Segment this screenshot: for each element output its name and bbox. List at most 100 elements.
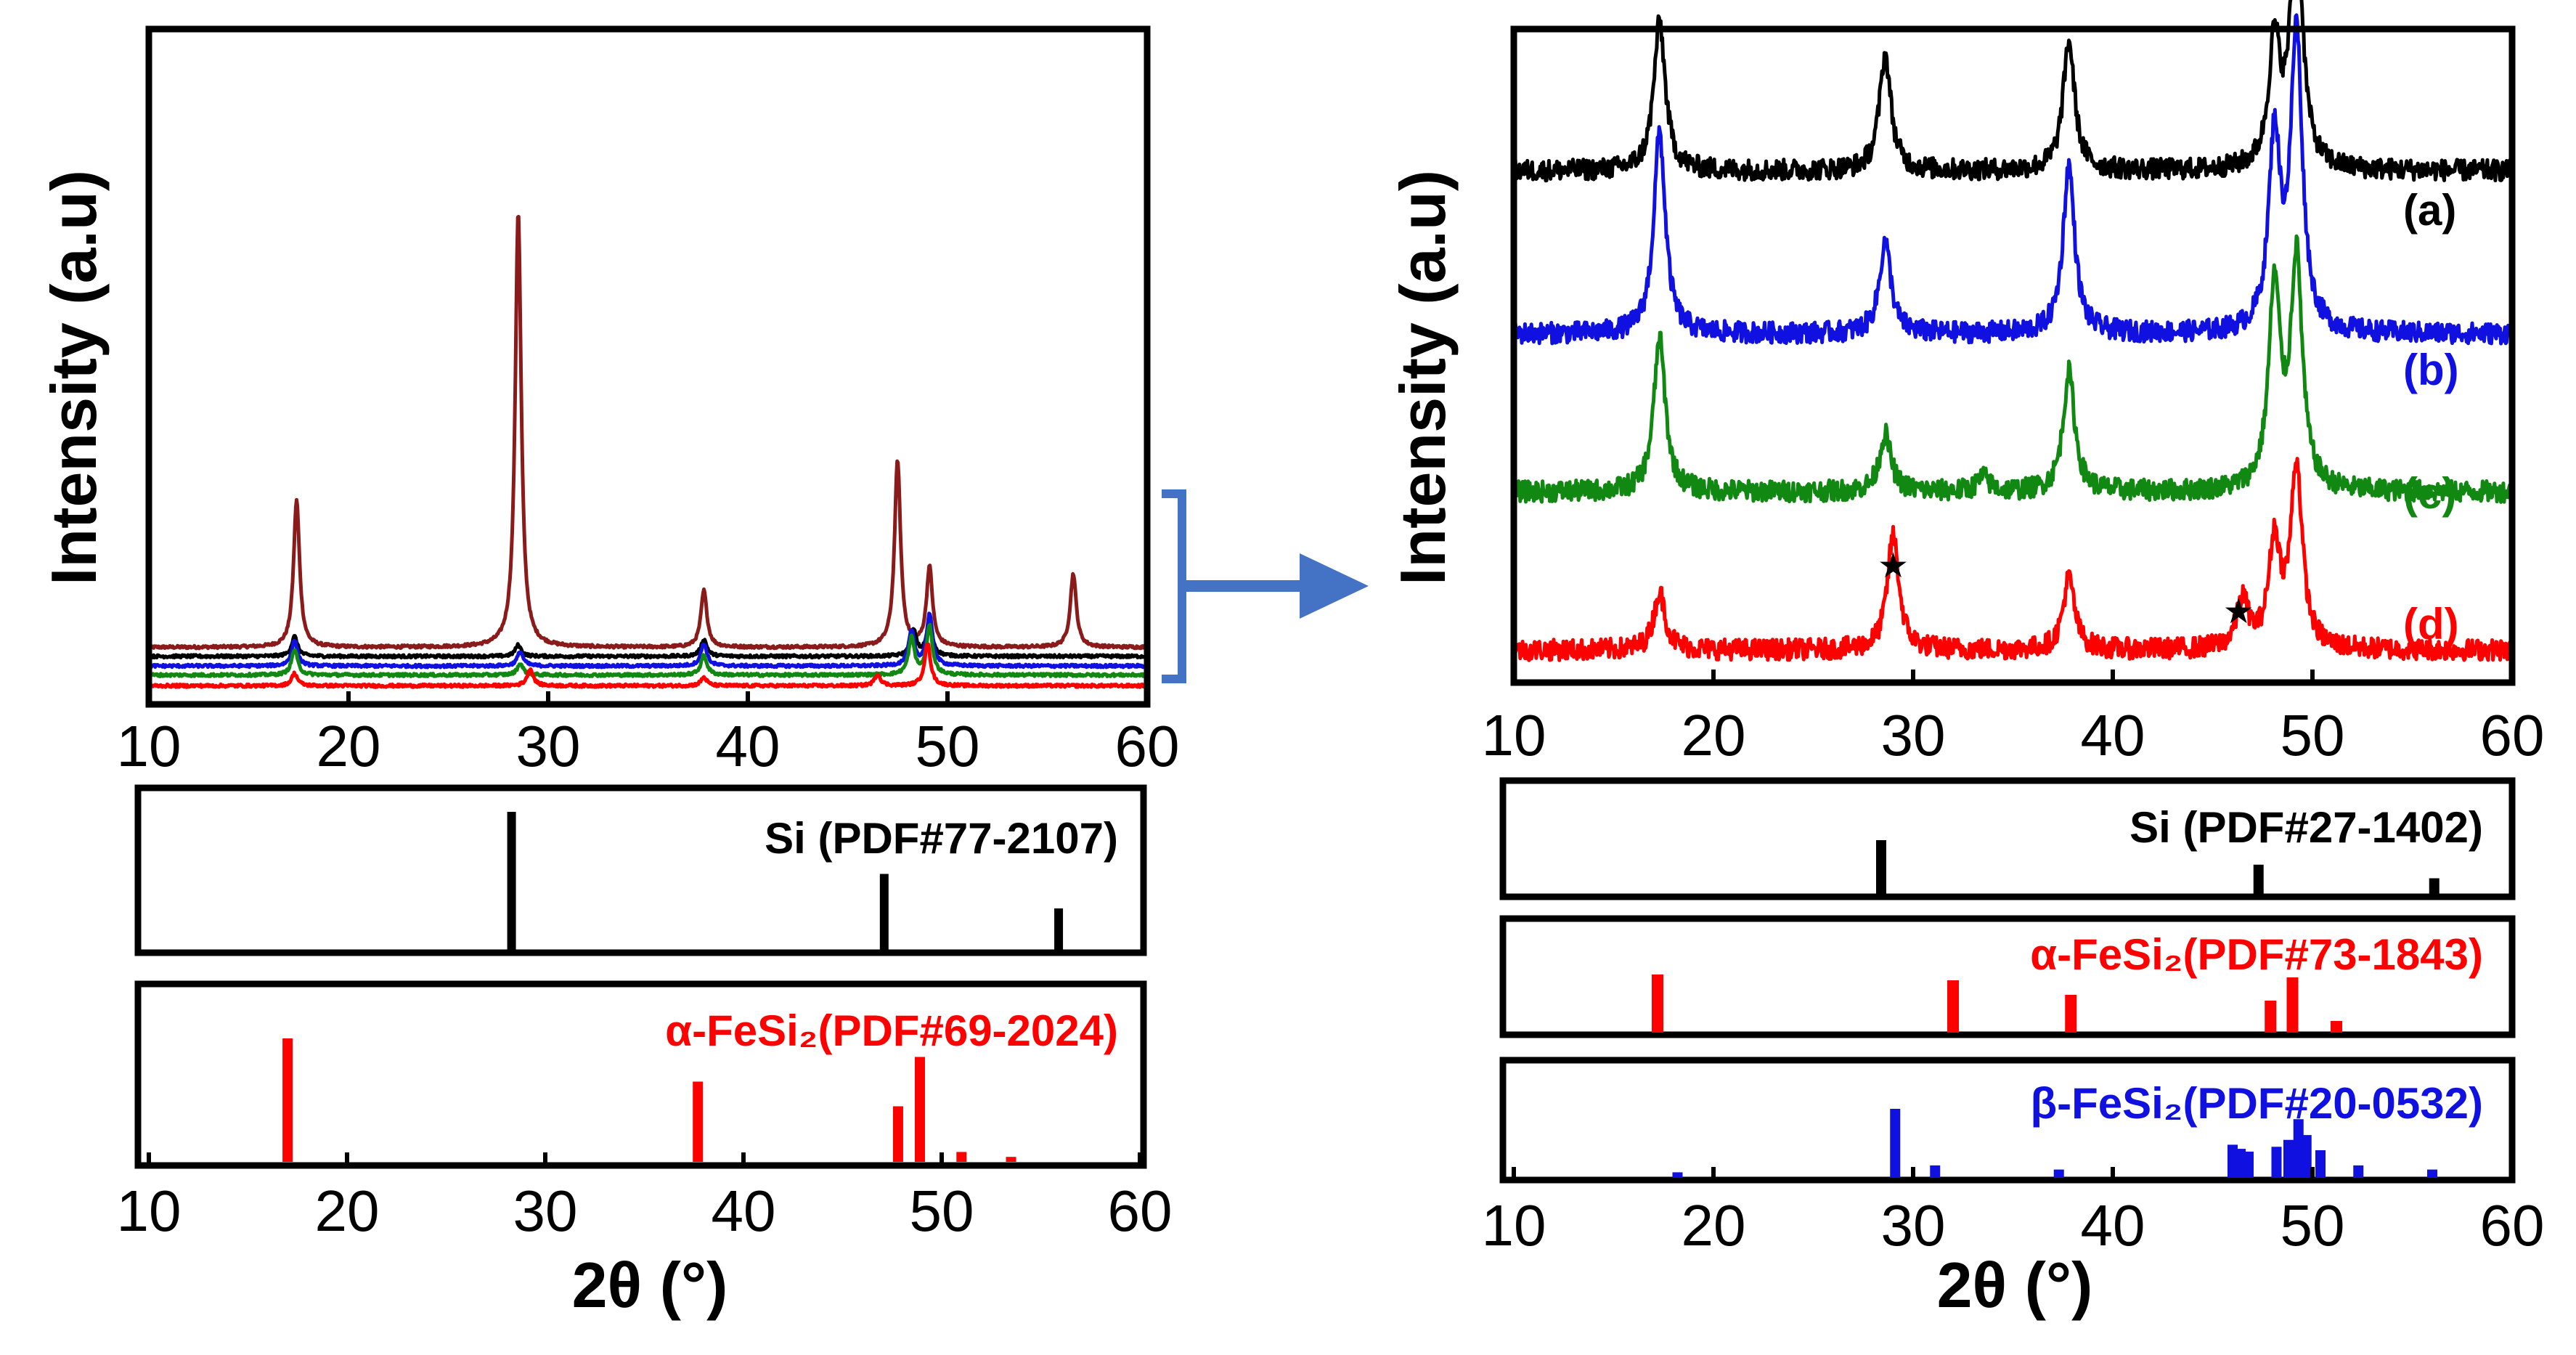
right-series-labels: (a) (b) (c) (d) [2403,186,2459,648]
reference-peak-bar [2331,1021,2342,1033]
xrd-series-line-4 [1512,457,2514,662]
reference-peak-bar [2053,1169,2064,1178]
xrd-series-line-4 [147,622,1149,678]
left-xrd-curves [147,214,1149,689]
right-si-reference-bars [1876,840,2440,895]
x-tick-label: 50 [916,714,980,778]
right-alpha-fesi2-reference-frame [1499,915,2516,1038]
x-tick-label: 40 [712,1179,776,1243]
left-si-reference-bars [507,812,1064,950]
x-tick-label: 20 [1682,1193,1746,1258]
reference-peak-bar [1930,1165,1941,1178]
x-tick-label: 10 [1482,1193,1546,1258]
star-annotation: ★ [2223,593,2254,631]
x-tick-label: 20 [1682,703,1746,768]
reference-peak-bar [1054,908,1064,950]
reference-peak-bar [914,1057,925,1162]
left-x-axis-title: 2θ (°) [572,1249,728,1321]
left-fesi2-reference-label: α-FeSi₂(PDF#69-2024) [665,1006,1118,1055]
series-label: (c) [2403,469,2456,518]
reference-peak-bar [693,1081,704,1162]
series-label: (d) [2403,600,2459,648]
star-annotation: ★ [1878,547,1909,585]
left-bottom-x-ticks: 10 20 30 40 50 60 [117,1152,1172,1243]
reference-peak-bar [2286,977,2299,1033]
left-si-reference-frame [134,784,1147,956]
reference-peak-bar [2265,1001,2277,1033]
reference-peak-bar [2065,995,2077,1033]
left-y-axis-title: Intensity (a.u) [38,170,110,585]
left-plot-frame [145,25,1151,708]
x-tick-label: 60 [1115,714,1180,778]
right-xrd-panel: Intensity (a.u) (a)(b)(c)(d) ★★ 10 20 30 40… [1387,0,2544,768]
xrd-series-line-2 [147,619,1149,660]
reference-peak-bar [2293,1119,2304,1178]
x-tick-label: 40 [716,714,780,778]
right-top-x-ticks: 10 20 30 40 50 60 [1482,670,2545,768]
reference-peak-bar [2429,878,2440,895]
xrd-series-line-1 [1512,0,2514,183]
right-bottom-x-ticks: 10 20 30 40 50 60 [1482,1167,2545,1258]
reference-peak-bar [2271,1147,2282,1178]
x-tick-label: 60 [2480,703,2545,768]
connector-arrow-head [1300,553,1369,619]
series-label: (a) [2403,186,2456,235]
x-tick-label: 50 [2281,1193,2345,1258]
reference-peak-bar [956,1152,967,1162]
reference-peak-bar [2301,1135,2312,1178]
x-tick-label: 60 [2480,1193,2545,1258]
right-beta-fesi2-reference-label: β-FeSi₂(PDF#20-0532) [2031,1079,2484,1128]
right-y-axis-title: Intensity (a.u) [1387,170,1459,585]
reference-peak-bar [892,1106,903,1162]
xrd-series-line-3 [147,611,1149,670]
reference-peak-bar [879,874,889,950]
right-beta-fesi2-reference-panel: β-FeSi₂(PDF#20-0532) 10 20 30 40 50 60 2θ (°) [1482,1057,2545,1321]
right-beta-fesi2-reference-frame [1499,1057,2516,1184]
reference-peak-bar [1652,974,1663,1033]
x-tick-label: 30 [516,714,581,778]
reference-peak-bar [507,812,516,950]
right-xrd-curves [1512,0,2514,662]
reference-peak-bar [1947,980,1959,1033]
reference-peak-bar [2353,1165,2364,1178]
x-tick-label: 30 [1881,703,1946,768]
bracket-and-arrow-connector [1162,489,1369,683]
reference-peak-bar [282,1038,293,1162]
xrd-series-line-1 [147,214,1149,651]
right-star-annotations: ★★ [1878,547,2254,631]
right-beta-fesi2-reference-bars [1672,1109,2437,1178]
x-tick-label: 40 [2081,703,2145,768]
reference-peak-bar [2235,1149,2246,1178]
series-label: (b) [2403,346,2459,394]
x-tick-label: 50 [2281,703,2345,768]
right-si-reference-panel: Si (PDF#27-1402) [1499,777,2516,900]
reference-peak-bar [1890,1109,1901,1178]
x-tick-label: 10 [117,1179,182,1243]
xrd-series-line-2 [1512,13,2514,346]
x-tick-label: 30 [1881,1193,1946,1258]
left-fesi2-reference-panel: α-FeSi₂(PDF#69-2024) 10 20 30 40 50 60 2θ (°) [117,980,1172,1321]
reference-peak-bar [2227,1144,2238,1178]
reference-peak-bar [1876,840,1886,895]
xrd-series-line-3 [1512,234,2514,504]
left-fesi2-reference-bars [282,1038,1016,1162]
reference-peak-bar [2253,864,2264,895]
x-tick-label: 20 [315,1179,380,1243]
left-si-reference-panel: Si (PDF#77-2107) [134,784,1147,956]
x-tick-label: 50 [910,1179,974,1243]
x-tick-label: 10 [117,714,182,778]
selection-bracket [1162,489,1186,683]
x-tick-label: 40 [2081,1193,2145,1258]
x-tick-label: 30 [513,1179,578,1243]
x-tick-label: 10 [1482,703,1546,768]
reference-peak-bar [2315,1150,2326,1178]
reference-peak-bar [2243,1151,2254,1178]
reference-peak-bar [1672,1172,1683,1178]
right-alpha-fesi2-reference-label: α-FeSi₂(PDF#73-1843) [2030,930,2483,979]
left-si-reference-label: Si (PDF#77-2107) [765,814,1118,863]
reference-peak-bar [2427,1169,2437,1178]
reference-peak-bar [1006,1157,1016,1162]
reference-peak-bar [2283,1139,2294,1178]
xrd-series-line-5 [147,642,1149,689]
